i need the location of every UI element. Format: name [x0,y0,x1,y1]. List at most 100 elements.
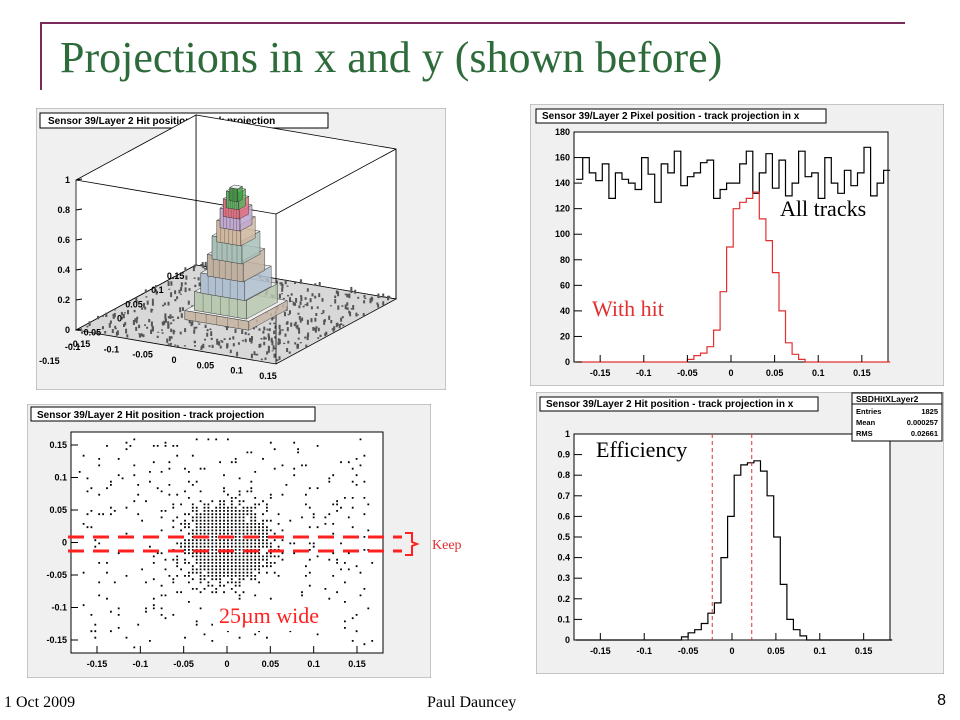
y-tick-label-6: -0.15 [39,356,60,366]
x-tick-label-2: -0.05 [677,368,698,378]
x-tick-label-3: 0 [728,368,733,378]
y-tick-label-4: 80 [560,255,570,265]
scatter-x-tick-label-1: -0.1 [133,659,149,669]
scatter-plot-title: Sensor 39/Layer 2 Hit position - track p… [37,410,264,421]
x-tick-label-4: 0.05 [197,360,215,370]
efficiency-histogram-title: Sensor 39/Layer 2 Hit position - track p… [546,399,794,410]
y-tick-label-2: 0.2 [557,594,570,604]
z-tick-mark-0 [75,328,83,331]
scatter-x-tick-label-3: 0 [224,659,229,669]
surface-plot-body [184,184,288,331]
y-tick-label-5: 100 [555,229,570,239]
y-tick-label-2: 40 [560,306,570,316]
page-number: 8 [937,692,946,709]
y-tick-label-7: 0.7 [557,491,570,501]
x-tick-label-6: 0.15 [853,368,871,378]
y-tick-label-3: 0 [117,314,122,324]
y-tick-label-4: -0.05 [81,328,102,338]
projection-histogram-title: Sensor 39/Layer 2 Pixel position - track… [542,111,800,122]
y-tick-label-8: 160 [555,153,570,163]
scatter-plot: Sensor 39/Layer 2 Hit position - track p… [26,403,432,679]
x-tick-label-6: 0.15 [259,371,277,381]
z-tick-mark-3 [75,238,83,241]
efficiency-label: Efficiency [594,437,690,463]
stats-box: SBDHitXLayer2 Entries 1825 Mean 0.000257… [851,392,943,442]
scatter-points [78,438,374,649]
stats-mean-value: 0.000257 [907,418,938,427]
efficiency-histogram-ticks: -0.15 -0.1 -0.05 0 0.05 0.1 0.15 0 0.1 0.2 0.3 0.4 0… [557,429,872,656]
z-tick-label-2: 0.4 [57,265,70,275]
scatter-point [78,438,374,649]
footer-author: Paul Dauncey [427,694,517,711]
y-tick-label-9: 180 [555,127,570,137]
y-tick-label-1: 20 [560,331,570,341]
all-tracks-label: All tracks [780,196,867,221]
scatter-x-tick-label-4: 0.05 [262,659,280,669]
y-tick-label-0: 0 [565,357,570,367]
series-line-1 [576,191,891,363]
x-tick-label-6: 0.15 [855,646,873,656]
y-tick-label-9: 0.9 [557,450,570,460]
stats-name: SBDHitXLayer2 [856,394,919,404]
z-tick-mark-2 [75,268,83,271]
keep-label: Keep [432,538,462,553]
x-tick-label-3: 0 [729,646,734,656]
scatter-x-tick-label-0: -0.15 [87,659,108,669]
x-tick-label-5: 0.1 [814,646,827,656]
z-tick-label-5: 1 [65,175,70,185]
x-tick-label-4: 0.05 [767,646,785,656]
x-tick-label-5: 0.1 [812,368,825,378]
surface-plot-ticks: 00.20.40.60.81-0.15-0.1-0.0500.050.10.15… [39,175,277,381]
z-tick-label-1: 0.2 [57,295,70,305]
y-tick-label-5: 0.5 [557,532,570,542]
scatter-y-tick-label-6: 0.15 [49,440,67,450]
y-tick-label-3: 60 [560,280,570,290]
efficiency-histogram-series [576,434,893,641]
box-edge-1 [275,148,397,215]
x-tick-label-4: 0.05 [766,368,784,378]
z-tick-mark-1 [75,298,83,301]
scatter-y-tick-label-1: -0.1 [51,603,67,613]
y-tick-label-1: 0.1 [557,614,570,624]
scatter-x-tick-label-2: -0.05 [173,659,194,669]
x-tick-label-1: -0.1 [104,344,120,354]
z-tick-label-3: 0.6 [57,235,70,245]
title-accent-bar [40,22,42,90]
width-label: 25µm wide [213,601,326,631]
projection-histogram-series [576,146,891,363]
y-tick-label-4: 0.4 [557,553,570,563]
stats-rms-label: RMS [856,429,873,438]
stats-rms-value: 0.02661 [911,429,938,438]
y-tick-label-0: 0.15 [167,271,185,281]
y-tick-label-1: 0.1 [151,285,164,295]
series-line-0 [576,460,893,641]
y-tick-label-10: 1 [565,429,570,439]
footer-date: 1 Oct 2009 [4,694,76,711]
z-tick-label-0: 0 [65,325,70,335]
scatter-x-tick-label-5: 0.1 [307,659,320,669]
x-tick-label-0: -0.15 [590,646,611,656]
x-tick-label-2: -0.05 [678,646,699,656]
x-tick-label-1: -0.1 [636,368,652,378]
surface-plot-panel: Sensor 39/Layer 2 Hit position - track p… [35,107,447,391]
slide-title: Projections in x and y (shown before) [60,33,723,82]
series-line-0 [576,146,891,203]
y-tick-label-8: 0.8 [557,470,570,480]
stats-entries-label: Entries [856,407,881,416]
x-tick-label-0: -0.15 [70,339,91,349]
scatter-y-tick-label-5: 0.1 [54,473,67,483]
projection-histogram: Sensor 39/Layer 2 Pixel position - track… [529,103,945,387]
y-tick-label-7: 140 [555,178,570,188]
efficiency-histogram: Sensor 39/Layer 2 Hit position - track p… [535,391,945,675]
y-tick-label-0: 0 [565,635,570,645]
projection-histogram-panel: Sensor 39/Layer 2 Pixel position - track… [529,103,945,387]
x-tick-label-2: -0.05 [132,350,153,360]
y-tick-label-2: 0.05 [125,299,143,309]
title-accent-line [40,22,905,24]
scatter-x-tick-label-6: 0.15 [348,659,366,669]
efficiency-histogram-panel: Sensor 39/Layer 2 Hit position - track p… [535,391,945,675]
x-tick-label-5: 0.1 [230,366,243,376]
scatter-plot-panel: Sensor 39/Layer 2 Hit position - track p… [26,403,432,679]
stats-mean-label: Mean [856,418,876,427]
x-tick-label-3: 0 [171,355,176,365]
